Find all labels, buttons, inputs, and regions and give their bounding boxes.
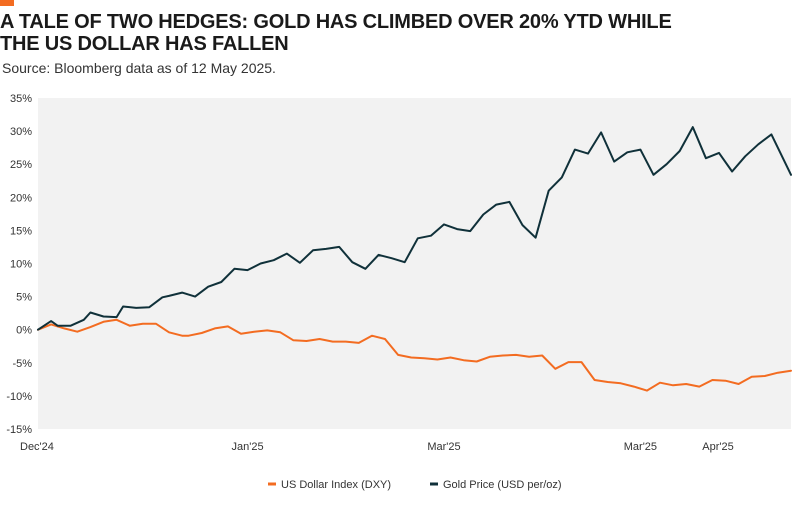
y-tick-label: -10% <box>6 391 32 403</box>
chart-title-line1: A TALE OF TWO HEDGES: GOLD HAS CLIMBED O… <box>0 11 672 33</box>
dollar-index-series-line <box>37 318 792 392</box>
x-tick-label: Mar'25 <box>624 441 657 453</box>
accent-mark <box>0 0 14 6</box>
plot-area <box>38 98 791 429</box>
chart-title-line2: THE US DOLLAR HAS FALLEN <box>0 33 289 55</box>
y-tick-label: 20% <box>10 192 32 204</box>
y-tick-label: 10% <box>10 259 32 271</box>
legend-dollar-index-label: US Dollar Index (DXY) <box>281 479 391 491</box>
y-tick-label: 15% <box>10 225 32 237</box>
y-tick-label: 5% <box>16 292 32 304</box>
y-tick-label: -15% <box>6 424 32 436</box>
chart-source: Source: Bloomberg data as of 12 May 2025… <box>2 60 276 76</box>
y-tick-label: 30% <box>10 126 32 138</box>
gold-price-series-line <box>37 126 792 331</box>
x-tick-label: Dec'24 <box>20 441 54 453</box>
x-tick-label: Mar'25 <box>427 441 460 453</box>
x-tick-label: Jan'25 <box>231 441 263 453</box>
chart-title: A TALE OF TWO HEDGES: GOLD HAS CLIMBED O… <box>0 11 700 55</box>
y-tick-label: 0% <box>16 325 32 337</box>
y-tick-label: -5% <box>12 358 32 370</box>
legend-gold-price-label: Gold Price (USD per/oz) <box>443 479 562 491</box>
y-tick-label: 25% <box>10 159 32 171</box>
x-tick-label: Apr'25 <box>702 441 733 453</box>
y-tick-label: 35% <box>10 93 32 105</box>
